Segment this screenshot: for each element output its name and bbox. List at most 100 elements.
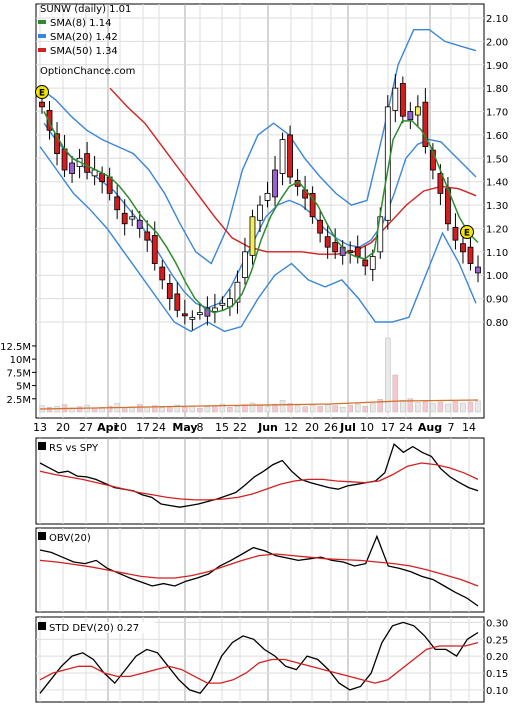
candle-body — [399, 83, 406, 117]
candle-body — [257, 204, 263, 221]
volume-bar — [197, 408, 203, 413]
volume-axis-tick-label: 12.5M — [0, 342, 31, 353]
candle-body — [181, 313, 188, 317]
volume-bar — [242, 404, 248, 413]
x-axis-day-label: 20 — [56, 421, 70, 434]
candle-body — [144, 231, 151, 241]
volume-bar — [174, 404, 181, 413]
volume-axis-tick-label: 7.5M — [6, 368, 31, 379]
candle-body — [121, 212, 128, 225]
x-axis-month-label: Aug — [418, 421, 442, 434]
volume-bar — [362, 405, 368, 413]
candle-body — [61, 148, 68, 171]
obv-panel-frame — [35, 527, 485, 613]
volume-bar — [460, 402, 466, 413]
volume-bar — [339, 406, 346, 413]
volume-bar — [445, 403, 451, 413]
candle-body — [317, 219, 324, 234]
volume-bar — [106, 405, 113, 413]
volume-bar — [324, 404, 331, 413]
watermark-label: OptionChance.com — [40, 66, 135, 77]
legend-background — [47, 622, 155, 633]
candle-body — [54, 133, 60, 155]
legend-label: SUNW (daily) 1.01 — [40, 4, 131, 15]
stddev-axis-tick-label: 0.20 — [486, 652, 508, 663]
volume-bar — [219, 403, 226, 413]
volume-bar — [370, 403, 376, 413]
volume-bar — [294, 405, 301, 413]
legend-swatch — [38, 532, 46, 540]
candle-body — [196, 312, 203, 316]
price-axis-tick-label: 1.30 — [486, 201, 508, 212]
volume-bar — [309, 404, 316, 413]
volume-bar — [279, 400, 286, 413]
candle-body — [166, 283, 173, 300]
x-axis-day-label: 10 — [360, 421, 374, 434]
volume-bar — [475, 400, 481, 413]
candle-body — [242, 251, 248, 278]
volume-bar — [204, 406, 211, 413]
volume-bar — [136, 404, 143, 413]
candle-body — [467, 246, 474, 264]
legend-label: STD DEV(20) 0.27 — [49, 623, 139, 634]
legend-label: SMA(8) 1.14 — [50, 18, 111, 29]
volume-bar — [400, 400, 406, 413]
candle-body — [452, 226, 459, 241]
x-axis-day-label: 14 — [462, 421, 476, 434]
volume-bar — [437, 401, 444, 413]
volume-bar — [452, 401, 459, 413]
candle-body — [249, 216, 256, 256]
volume-bar — [144, 406, 150, 413]
volume-bar — [264, 406, 271, 413]
volume-bar — [234, 405, 241, 413]
stddev-axis-tick-label: 0.25 — [486, 635, 508, 646]
volume-average-line — [39, 399, 479, 410]
stddev-line — [39, 621, 479, 695]
x-axis-day-label: 26 — [324, 421, 338, 434]
bollinger-lower-line — [39, 146, 477, 333]
candle-body — [114, 196, 121, 211]
volume-bar — [257, 404, 263, 413]
earnings-marker-label: E — [464, 229, 470, 239]
price-axis-tick-label: 1.50 — [486, 154, 508, 165]
volume-bar — [46, 406, 53, 413]
candle-body — [204, 307, 211, 317]
volume-bar — [422, 401, 429, 413]
x-axis-day-label: 24 — [399, 421, 413, 434]
obv-signal-line — [39, 553, 479, 587]
x-axis-day-label: 20 — [305, 421, 319, 434]
candle-body — [84, 153, 91, 173]
volume-bar — [392, 374, 399, 413]
legend-swatch — [38, 622, 46, 630]
x-axis-month-label: Jul — [339, 421, 356, 434]
volume-bar — [302, 406, 308, 413]
x-axis-day-label: 27 — [79, 421, 93, 434]
volume-axis-tick-label: 10M — [10, 355, 31, 366]
candle-body — [287, 134, 293, 178]
legend-background — [47, 442, 103, 453]
volume-bar — [249, 402, 256, 413]
volume-bar — [332, 405, 338, 413]
volume-axis-tick-label: 2.5M — [6, 395, 31, 406]
volume-bar — [212, 405, 218, 413]
stddev-axis-tick-label: 0.15 — [486, 669, 508, 680]
rs-panel-frame — [35, 437, 485, 525]
volume-bar — [91, 408, 98, 413]
volume-bar — [227, 406, 233, 413]
price-axis-tick-label: 1.60 — [486, 131, 508, 142]
legend-swatch — [38, 442, 46, 450]
volume-bar — [76, 406, 83, 413]
x-axis-day-label: 13 — [33, 421, 47, 434]
x-axis-month-label: Apr — [97, 421, 119, 434]
candle-body — [151, 235, 158, 264]
candle-body — [384, 106, 391, 221]
bollinger-upper-line — [39, 29, 477, 265]
candle-body — [422, 101, 429, 148]
volume-bar — [182, 406, 188, 413]
candle-body — [136, 219, 143, 229]
candle-body — [272, 169, 278, 198]
candle-body — [369, 256, 376, 270]
volume-bar — [385, 337, 391, 413]
x-axis-day-label: 12 — [284, 421, 298, 434]
